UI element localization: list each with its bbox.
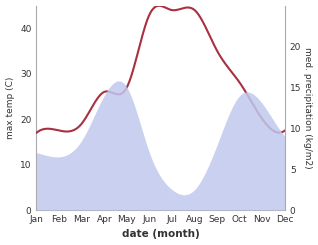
X-axis label: date (month): date (month) [122,230,200,239]
Y-axis label: med. precipitation (kg/m2): med. precipitation (kg/m2) [303,47,313,169]
Y-axis label: max temp (C): max temp (C) [5,77,15,139]
